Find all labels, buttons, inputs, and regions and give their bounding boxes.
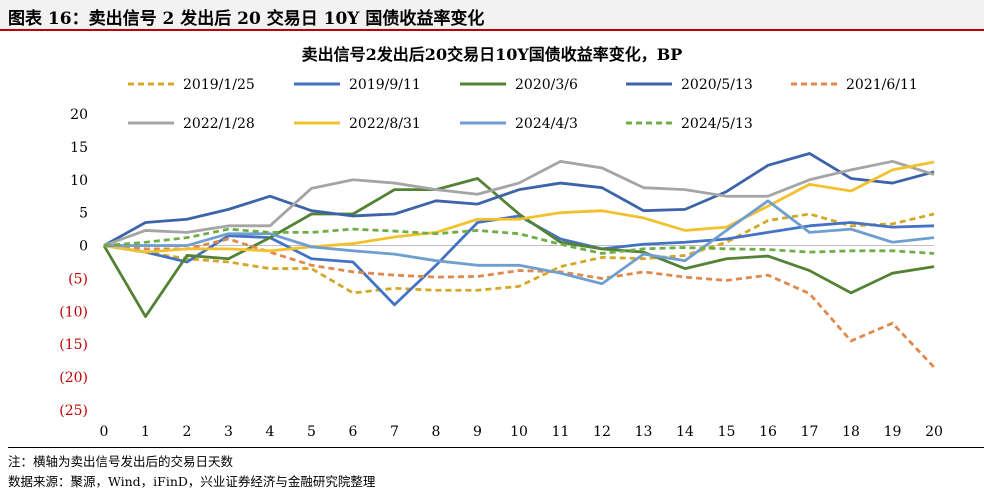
series-line-2019-1-25	[103, 212, 935, 295]
y-tick-label: 0	[79, 239, 88, 255]
legend-label: 2020/3/6	[515, 77, 578, 93]
legend-item: 2022/1/28	[128, 116, 255, 132]
x-tick-label: 11	[552, 424, 570, 440]
series-line-2022-1-28	[103, 159, 935, 247]
legend-label: 2022/8/31	[349, 116, 421, 132]
x-tick-label: 5	[307, 424, 316, 440]
figure-footer: 注：横轴为卖出信号发出后的交易日天数 数据来源：聚源，Wind，iFinD，兴业…	[8, 447, 984, 492]
series-line-2020-5-13	[103, 152, 935, 247]
legend-label: 2024/5/13	[681, 116, 753, 132]
x-tick-label: 6	[349, 424, 358, 440]
series-line-2021-6-11	[103, 237, 936, 369]
series-line-2024-4-3	[104, 199, 935, 286]
x-tick-label: 7	[390, 424, 399, 440]
legend-item: 2019/9/11	[294, 77, 421, 93]
x-tick-label: 12	[593, 424, 611, 440]
y-tick-label: (20)	[59, 370, 88, 386]
x-tick-label: 10	[510, 424, 528, 440]
y-tick-label: 20	[70, 107, 88, 123]
y-tick-label: (5)	[68, 271, 88, 287]
legend-item: 2024/4/3	[460, 116, 578, 132]
x-tick-label: 15	[718, 424, 736, 440]
legend-label: 2019/1/25	[183, 77, 255, 93]
legend-item: 2020/5/13	[626, 77, 753, 93]
x-tick-label: 18	[842, 424, 860, 440]
x-tick-label: 16	[759, 424, 777, 440]
x-tick-label: 14	[676, 424, 694, 440]
x-tick-label: 3	[224, 424, 233, 440]
x-tick-label: 9	[473, 424, 482, 440]
series-line-2019-9-11	[103, 214, 935, 307]
chart-series	[102, 152, 936, 369]
x-tick-label: 19	[884, 424, 902, 440]
figure-header: 图表 16：卖出信号 2 发出后 20 交易日 10Y 国债收益率变化	[0, 0, 984, 31]
y-tick-label: 15	[70, 140, 88, 156]
line-chart: 卖出信号2发出后20交易日10Y国债收益率变化，BP 2019/1/25 2019…	[59, 45, 943, 440]
x-tick-label: 1	[141, 424, 150, 440]
y-tick-label: (25)	[59, 403, 88, 419]
x-tick-label: 8	[432, 424, 441, 440]
legend-label: 2019/9/11	[349, 77, 421, 93]
x-tick-label: 4	[266, 424, 275, 440]
chart-title: 卖出信号2发出后20交易日10Y国债收益率变化，BP	[302, 45, 683, 64]
series-line-2020-3-6	[102, 177, 935, 318]
legend-item: 2022/8/31	[294, 116, 421, 132]
legend-item: 2021/6/11	[791, 77, 918, 93]
footnote-source: 数据来源：聚源，Wind，iFinD，兴业证券经济与金融研究院整理	[8, 474, 376, 489]
legend-item: 2019/1/25	[128, 77, 255, 93]
legend-label: 2021/6/11	[846, 77, 918, 93]
footnote-axis: 注：横轴为卖出信号发出后的交易日天数	[8, 454, 234, 469]
y-tick-label: 5	[79, 206, 88, 222]
x-tick-label: 17	[801, 424, 819, 440]
x-tick-label: 13	[635, 424, 653, 440]
y-tick-label: 10	[70, 173, 88, 189]
legend-label: 2022/1/28	[183, 116, 255, 132]
series-line-2022-8-31	[103, 160, 935, 254]
y-tick-label: (15)	[59, 337, 88, 353]
legend-item: 2020/3/6	[460, 77, 578, 93]
legend-label: 2024/4/3	[515, 116, 578, 132]
x-tick-label: 2	[183, 424, 192, 440]
y-tick-label: (10)	[59, 304, 88, 320]
x-tick-label: 0	[100, 424, 109, 440]
chart-legend: 2019/1/25 2019/9/11 2020/3/6 2020/5/13 2021/…	[128, 77, 918, 132]
x-tick-label: 20	[925, 424, 943, 440]
figure-title: 图表 16：卖出信号 2 发出后 20 交易日 10Y 国债收益率变化	[8, 9, 485, 29]
legend-label: 2020/5/13	[681, 77, 753, 93]
legend-item: 2024/5/13	[626, 116, 753, 132]
